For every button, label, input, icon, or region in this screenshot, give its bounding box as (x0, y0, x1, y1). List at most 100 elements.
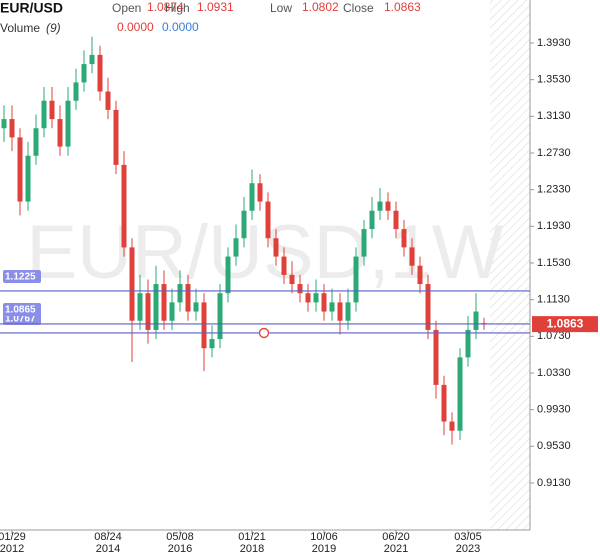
close-label: Close (343, 1, 374, 15)
candle-body (273, 238, 279, 257)
price-tag (532, 316, 598, 333)
candle-body (313, 293, 319, 303)
candle-body (361, 229, 367, 257)
candle-body (433, 329, 439, 385)
y-tick-label: 1.1130 (537, 294, 570, 306)
marker (258, 327, 270, 339)
candle-body (17, 137, 23, 202)
candle-body (305, 293, 311, 303)
candle-body (105, 91, 111, 110)
candle-body (345, 302, 351, 321)
y-tick-label: 1.1530 (537, 257, 571, 269)
y-tick-label: 1.3130 (537, 110, 571, 122)
candle-body (65, 100, 71, 147)
h-line-tag (3, 302, 41, 316)
symbol: EUR/USD (0, 0, 63, 16)
candle-body (209, 339, 215, 349)
x-tick-label: 01/21 2018 (238, 531, 266, 555)
candle-body (177, 284, 183, 303)
high-label: High (165, 1, 190, 15)
x-tick-label: 10/06 2019 (310, 531, 338, 555)
y-tick-label: 1.3530 (537, 74, 571, 86)
candle-body (57, 119, 63, 147)
high-value: 1.0931 (197, 0, 234, 14)
candle-body (129, 247, 135, 321)
candle-body (9, 119, 15, 138)
y-tick-label: 1.0330 (537, 367, 571, 379)
y-tick-label: 0.9930 (537, 404, 571, 416)
candle-body (417, 265, 423, 285)
header: EUR/USD Open 1.0874 High 1.0931 Low 1.08… (0, 0, 421, 35)
candle-body (217, 293, 223, 340)
candle-body (297, 284, 303, 294)
candle-body (249, 183, 255, 211)
candle-body (321, 293, 327, 312)
candle-body (81, 64, 87, 83)
candle-body (161, 284, 167, 321)
candle-body (185, 284, 191, 312)
y-tick-label: 1.2330 (537, 184, 571, 196)
y-tick-label: 1.3930 (537, 37, 571, 49)
candle-body (257, 183, 263, 202)
x-tick-label: 08/24 2014 (94, 531, 122, 555)
low-value: 1.0802 (302, 0, 339, 14)
candle-body (201, 302, 207, 349)
candle-body (473, 311, 479, 330)
volume-value: 0.0000 (162, 20, 199, 34)
volume-period: (9) (46, 21, 61, 35)
candle-body (401, 229, 407, 248)
y-tick-label: 1.1930 (537, 220, 571, 232)
candle-body (233, 238, 239, 257)
price-tag-label: 1.0863 (547, 316, 584, 330)
candle-body (465, 329, 471, 358)
low-label: Low (270, 1, 292, 15)
x-tick-label: 01/29 2012 (0, 531, 26, 555)
candle-body (409, 247, 415, 266)
x-tick-label: 03/05 2023 (454, 531, 482, 555)
candle-body (265, 201, 271, 239)
candle-body (225, 256, 231, 294)
candle-body (193, 302, 199, 312)
candle-body (441, 384, 447, 422)
candle-body (89, 54, 95, 65)
candle-body (337, 302, 343, 321)
candle-body (425, 284, 431, 330)
candle-body (385, 201, 391, 211)
watermark: EUR/USD,1W (26, 210, 503, 295)
candle-body (25, 155, 31, 202)
y-tick-label: 0.9130 (537, 477, 571, 489)
candle-body (73, 82, 79, 101)
candle-body (113, 109, 119, 165)
close-value: 1.0863 (384, 0, 421, 14)
future-area (490, 0, 530, 530)
candle-body (393, 210, 399, 230)
candle-body (121, 164, 127, 248)
volume-value: 0.0000 (117, 20, 154, 34)
y-tick-label: 0.9530 (537, 440, 571, 452)
plot (1, 36, 487, 445)
x-tick-label: 06/20 2021 (382, 531, 410, 555)
candle-body (329, 302, 335, 312)
volume-label: Volume (0, 21, 40, 35)
x-tick-label: 05/08 2016 (166, 531, 194, 555)
candle-body (153, 284, 159, 330)
candle-body (169, 302, 175, 321)
candle-body (281, 256, 287, 275)
candle-body (137, 293, 143, 321)
candle-body (1, 119, 7, 129)
candle-body (353, 256, 359, 303)
h-line-label: 1.0767 (5, 314, 36, 325)
candle-body (97, 54, 103, 92)
open-value: 1.0874 (147, 0, 184, 14)
candle-body (457, 357, 463, 431)
candle-body (377, 201, 383, 211)
y-tick-label: 1.0730 (537, 330, 571, 342)
candle-body (289, 274, 295, 285)
candle-body (145, 293, 151, 330)
h-line-label: 1.0865 (5, 305, 36, 316)
candle-body (49, 100, 55, 120)
candle-body (33, 128, 39, 156)
candle-body (369, 210, 375, 230)
